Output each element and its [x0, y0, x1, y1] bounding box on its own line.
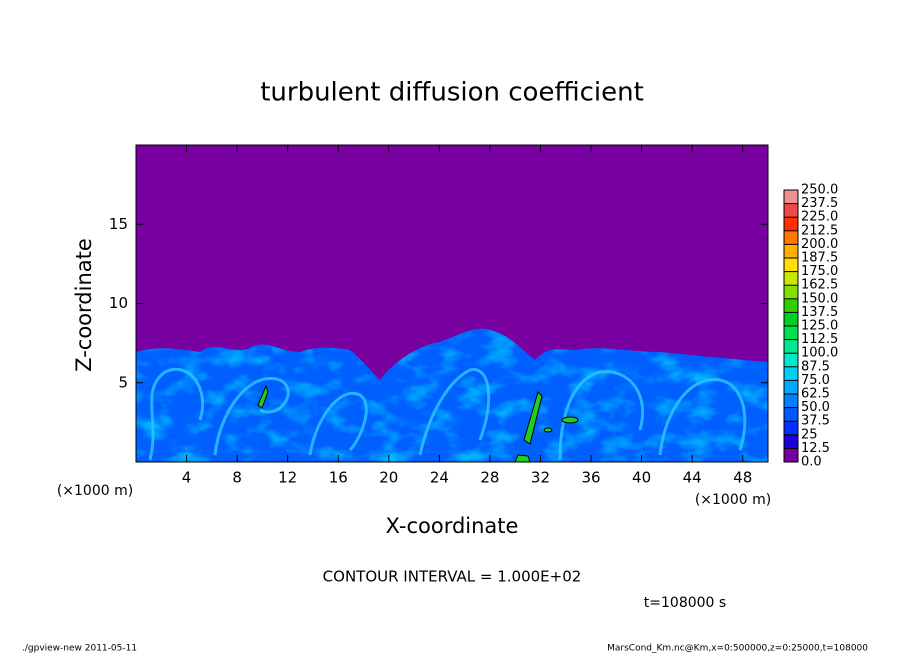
- x-tick-label: 24: [430, 469, 449, 487]
- footer-left: ./gpview-new 2011-05-11: [22, 644, 137, 654]
- colorbar-label: 212.5: [801, 223, 838, 238]
- colorbar-label: 50.0: [801, 400, 830, 415]
- colorbar-bin: [784, 258, 798, 272]
- x-tick-label: 32: [531, 469, 550, 487]
- footer-right: MarsCond_Km.nc@Km,x=0:500000,z=0:25000,t…: [607, 644, 868, 654]
- colorbar-bin: [784, 394, 798, 408]
- colorbar-bin: [784, 434, 798, 449]
- colorbar-bin: [784, 190, 798, 204]
- colorbar-bin: [784, 448, 798, 462]
- colorbar-bin: [784, 271, 798, 286]
- colorbar-label: 112.5: [801, 332, 838, 347]
- x-tick-label: 4: [182, 469, 192, 487]
- y-tick-label: 15: [109, 215, 128, 233]
- colorbar-label: 62.5: [801, 387, 830, 402]
- colorbar-label: 250.0: [801, 183, 838, 198]
- colorbar-label: 137.5: [801, 305, 838, 320]
- colorbar-bin: [784, 407, 798, 422]
- y-axis-label: Z-coordinate: [72, 238, 96, 372]
- colorbar-bin: [784, 353, 798, 367]
- colorbar-bin: [784, 203, 798, 218]
- colorbar-label: 187.5: [801, 251, 838, 266]
- colorbar-bin: [784, 285, 798, 299]
- colorbar-label: 12.5: [801, 441, 830, 456]
- colorbar-bin: [784, 244, 798, 258]
- colorbar-label: 75.0: [801, 373, 830, 388]
- chart-title: turbulent diffusion coefficient: [260, 78, 644, 108]
- colorbar-label: 87.5: [801, 359, 830, 374]
- turbulent-texture: [136, 328, 768, 462]
- x-tick-label: 40: [632, 469, 651, 487]
- colorbar-label: 25: [801, 427, 818, 442]
- x-tick-label: 28: [480, 469, 499, 487]
- colorbar-bin: [784, 326, 798, 340]
- colorbar-label: 237.5: [801, 196, 838, 211]
- colorbar-label: 162.5: [801, 278, 838, 293]
- colorbar-bin: [784, 380, 798, 394]
- colorbar-bin: [784, 298, 798, 313]
- colorbar-label: 150.0: [801, 291, 838, 306]
- eddies: [148, 368, 747, 461]
- contour-interval: CONTOUR INTERVAL = 1.000E+02: [323, 568, 582, 586]
- y-tick-label: 10: [109, 294, 128, 312]
- colorbar-bin: [784, 217, 798, 231]
- time-label: t=108000 s: [644, 595, 726, 611]
- x-tick-label: 48: [733, 469, 752, 487]
- colorbar-bin: [784, 421, 798, 435]
- colorbar-label: 100.0: [801, 346, 838, 361]
- y-tick-label: 5: [118, 373, 128, 391]
- x-tick-label: 36: [581, 469, 600, 487]
- x-unit-label: (×1000 m): [695, 492, 771, 508]
- colorbar-bin: [784, 312, 798, 326]
- x-tick-label: 20: [379, 469, 398, 487]
- x-tick-label: 44: [683, 469, 702, 487]
- colorbar-label: 200.0: [801, 237, 838, 252]
- colorbar-bin: [784, 366, 798, 381]
- x-tick-label: 16: [329, 469, 348, 487]
- colorbar-label: 225.0: [801, 210, 838, 225]
- x-axis-label: X-coordinate: [386, 514, 519, 538]
- field: [136, 145, 768, 462]
- colorbar-bin: [784, 339, 798, 354]
- colorbar-label: 37.5: [801, 414, 830, 429]
- contours: [257, 384, 579, 462]
- colorbar-bin: [784, 230, 798, 245]
- x-tick-label: 12: [278, 469, 297, 487]
- colorbar-label: 125.0: [801, 319, 838, 334]
- colorbar-label: 0.0: [801, 455, 822, 470]
- colorbar-label: 175.0: [801, 264, 838, 279]
- x-tick-label: 8: [232, 469, 242, 487]
- x-unit-label: (×1000 m): [57, 483, 133, 499]
